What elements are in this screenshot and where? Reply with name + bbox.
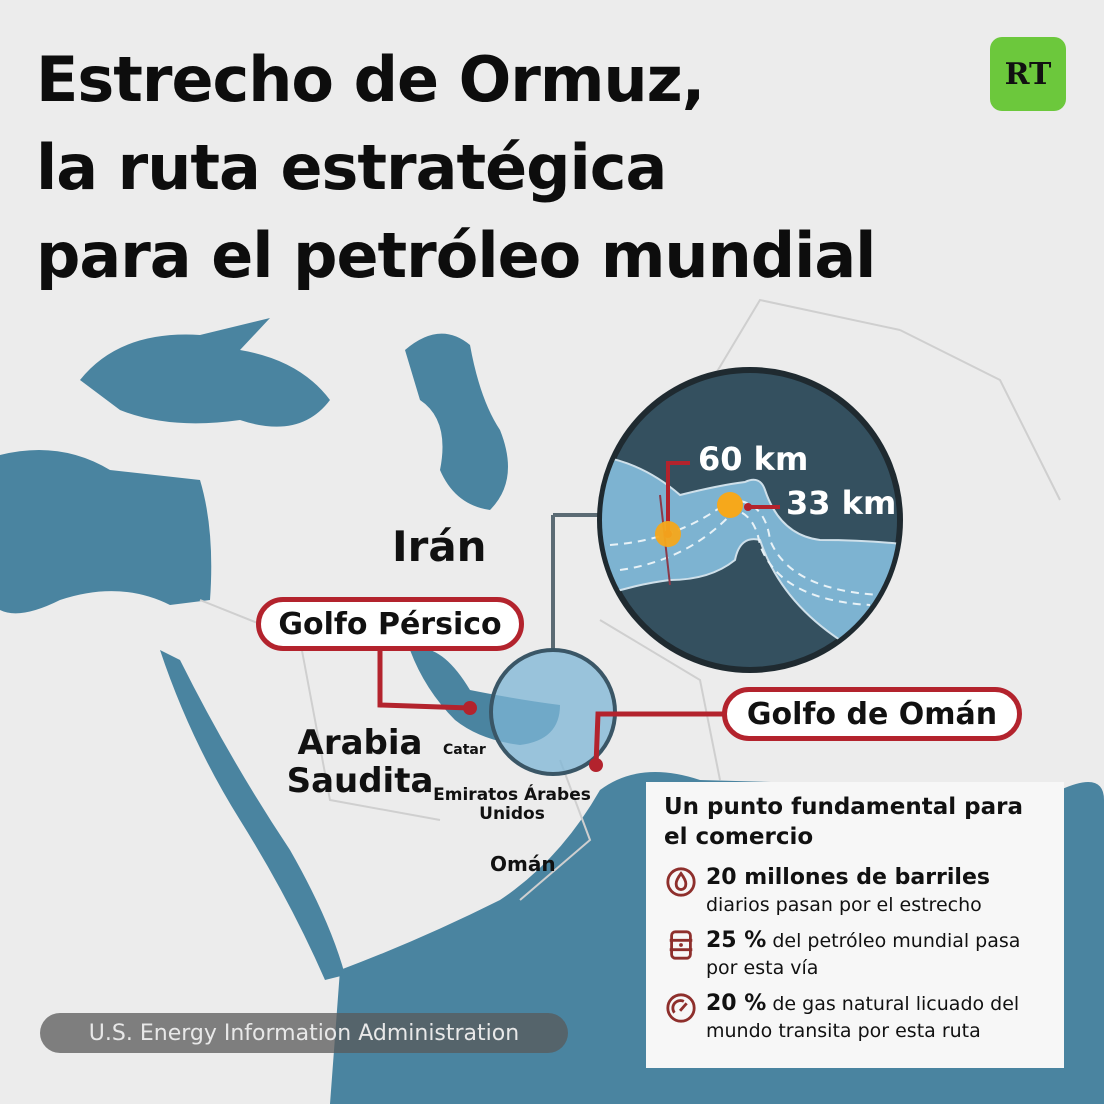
title-line-1: Estrecho de Ormuz, [36, 43, 705, 116]
inset-map [597, 367, 903, 673]
marker-60km [655, 521, 681, 547]
info-value: 20 % [706, 991, 767, 1016]
source-text: U.S. Energy Information Administration [88, 1020, 520, 1046]
label-arabia-saudita: Arabia Saudita [286, 723, 434, 801]
logo-text: RT [1004, 56, 1052, 92]
info-value: 20 millones de barriles [706, 865, 990, 890]
inset-width-60km: 60 km [698, 440, 809, 478]
black-sea [80, 318, 330, 427]
info-item: 20 % de gas natural licuado del mundo tr… [664, 990, 1046, 1045]
label-golfo-persico: Golfo Pérsico [256, 597, 524, 651]
info-panel: Un punto fundamental para el comercio 20… [646, 782, 1064, 1068]
golfo-persico-text: Golfo Pérsico [278, 606, 502, 642]
label-iran: Irán [392, 522, 487, 571]
marker-33km [717, 492, 743, 518]
label-catar: Catar [443, 742, 486, 758]
info-text: diarios pasan por el estrecho [706, 894, 982, 916]
label-golfo-oman: Golfo de Omán [722, 687, 1022, 741]
info-value: 25 % [706, 928, 767, 953]
label-oman: Omán [490, 852, 556, 876]
red-sea [160, 650, 345, 980]
source-label: U.S. Energy Information Administration [40, 1013, 568, 1053]
golfo-oman-text: Golfo de Omán [746, 696, 998, 732]
title-line-3: para el petróleo mundial [36, 219, 876, 292]
page-title: Estrecho de Ormuz, la ruta estratégica p… [36, 36, 876, 300]
info-item: 20 millones de barriles diarios pasan po… [664, 864, 1046, 919]
info-text: de gas natural licuado del mundo transit… [706, 993, 1020, 1042]
oil-drop-icon [666, 867, 696, 897]
oil-barrel-icon [669, 930, 693, 960]
info-text: del petróleo mundial pasa por esta vía [706, 930, 1021, 979]
inset-width-33km: 33 km [786, 484, 897, 522]
info-item: 25 % del petróleo mundial pasa por esta … [664, 927, 1046, 982]
info-heading: Un punto fundamental para el comercio [664, 794, 1024, 850]
title-line-2: la ruta estratégica [36, 131, 667, 204]
label-emiratos: Emiratos Árabes Unidos [433, 785, 591, 824]
gauge-icon [666, 993, 696, 1023]
mediterranean-sea [0, 450, 212, 614]
rt-logo: RT [990, 37, 1066, 111]
caspian-sea [405, 333, 508, 510]
